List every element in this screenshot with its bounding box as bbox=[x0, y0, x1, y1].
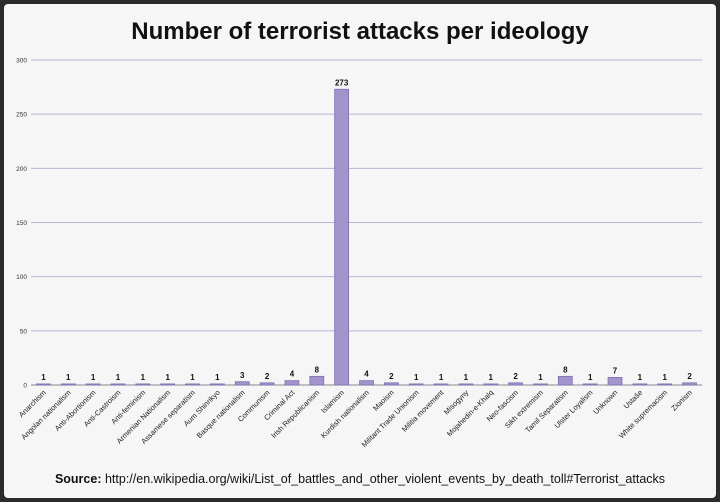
bar bbox=[334, 88, 350, 386]
x-tick-label: Irish Republicanism bbox=[269, 388, 321, 440]
bar bbox=[433, 383, 449, 386]
bar bbox=[110, 383, 126, 386]
bar-value-label: 4 bbox=[364, 370, 369, 379]
y-tick-label: 150 bbox=[16, 220, 27, 227]
bar-value-label: 4 bbox=[290, 370, 295, 379]
bar bbox=[458, 383, 474, 386]
bar-value-label: 2 bbox=[389, 372, 394, 381]
bar-value-label: 1 bbox=[489, 373, 494, 382]
y-tick-label: 200 bbox=[16, 166, 27, 173]
bar bbox=[383, 382, 399, 386]
x-tick-label: Unknown bbox=[591, 388, 619, 416]
bar bbox=[632, 383, 648, 386]
y-tick-label: 250 bbox=[16, 112, 27, 119]
bar bbox=[210, 383, 225, 386]
bar-value-label: 8 bbox=[563, 365, 568, 374]
bar bbox=[408, 383, 424, 386]
bar-value-label: 1 bbox=[165, 373, 170, 382]
bar bbox=[284, 380, 300, 386]
bar-value-label: 1 bbox=[215, 373, 220, 382]
bar-value-label: 1 bbox=[141, 373, 146, 382]
bar bbox=[582, 383, 598, 386]
bar bbox=[682, 382, 697, 386]
bar-value-label: 1 bbox=[588, 373, 593, 382]
x-tick-label: Kurdish nationalism bbox=[319, 388, 371, 440]
bar bbox=[309, 375, 325, 386]
chart-frame bbox=[4, 4, 716, 498]
bar-value-label: 1 bbox=[662, 373, 667, 382]
bar bbox=[135, 383, 151, 386]
bar-value-label: 273 bbox=[335, 78, 349, 87]
bar-value-label: 1 bbox=[190, 373, 195, 382]
bar bbox=[508, 382, 523, 386]
y-axis-ticks: 0 50 100 150 200 250 300 bbox=[16, 58, 27, 390]
x-tick-label: Zionism bbox=[669, 388, 694, 413]
bar-value-label: 1 bbox=[116, 373, 121, 382]
bar bbox=[657, 383, 673, 386]
bar-value-label: 1 bbox=[638, 373, 643, 382]
bar bbox=[36, 383, 51, 386]
y-tick-label: 50 bbox=[20, 328, 28, 335]
source-url[interactable]: http://en.wikipedia.org/wiki/List_of_bat… bbox=[104, 472, 666, 486]
bar bbox=[185, 383, 200, 386]
source-label: Source: bbox=[54, 472, 102, 486]
bar-value-label: 1 bbox=[464, 373, 469, 382]
bar-value-label: 1 bbox=[91, 373, 96, 382]
bar-value-label: 2 bbox=[513, 372, 518, 381]
y-tick-label: 300 bbox=[16, 58, 27, 65]
bar bbox=[60, 383, 76, 386]
bar bbox=[85, 383, 101, 386]
bar bbox=[557, 375, 573, 386]
bar bbox=[607, 377, 623, 386]
bar-value-label: 1 bbox=[439, 373, 444, 382]
bar-value-label: 1 bbox=[538, 373, 543, 382]
bar bbox=[259, 382, 275, 386]
bar-value-label: 7 bbox=[613, 366, 618, 375]
source-note: Source: http://en.wikipedia.org/wiki/Lis… bbox=[0, 472, 720, 486]
gridlines bbox=[31, 59, 702, 386]
bars bbox=[36, 88, 697, 386]
bar-value-label: 1 bbox=[66, 373, 71, 382]
data-labels: 1 1 1 1 1 1 1 1 3 2 4 8 273 4 2 1 1 1 1 2 1 8 1 7 1 1 2 bbox=[41, 78, 692, 382]
chart-title: Number of terrorist attacks per ideology bbox=[131, 18, 589, 45]
bar-value-label: 2 bbox=[687, 372, 692, 381]
bar-value-label: 2 bbox=[265, 372, 270, 381]
y-tick-label: 0 bbox=[23, 383, 27, 390]
bar-value-label: 8 bbox=[315, 365, 320, 374]
bar bbox=[160, 383, 176, 386]
bar-value-label: 1 bbox=[414, 373, 419, 382]
x-tick-label: White supremacism bbox=[617, 388, 669, 440]
bar bbox=[234, 381, 250, 386]
x-tick-label: Ustaše bbox=[622, 388, 645, 411]
y-tick-label: 100 bbox=[16, 274, 27, 281]
bar-value-label: 1 bbox=[41, 373, 46, 382]
bar bbox=[483, 383, 499, 386]
bar-value-label: 3 bbox=[240, 371, 245, 380]
bar bbox=[359, 380, 374, 386]
bar bbox=[533, 383, 548, 386]
